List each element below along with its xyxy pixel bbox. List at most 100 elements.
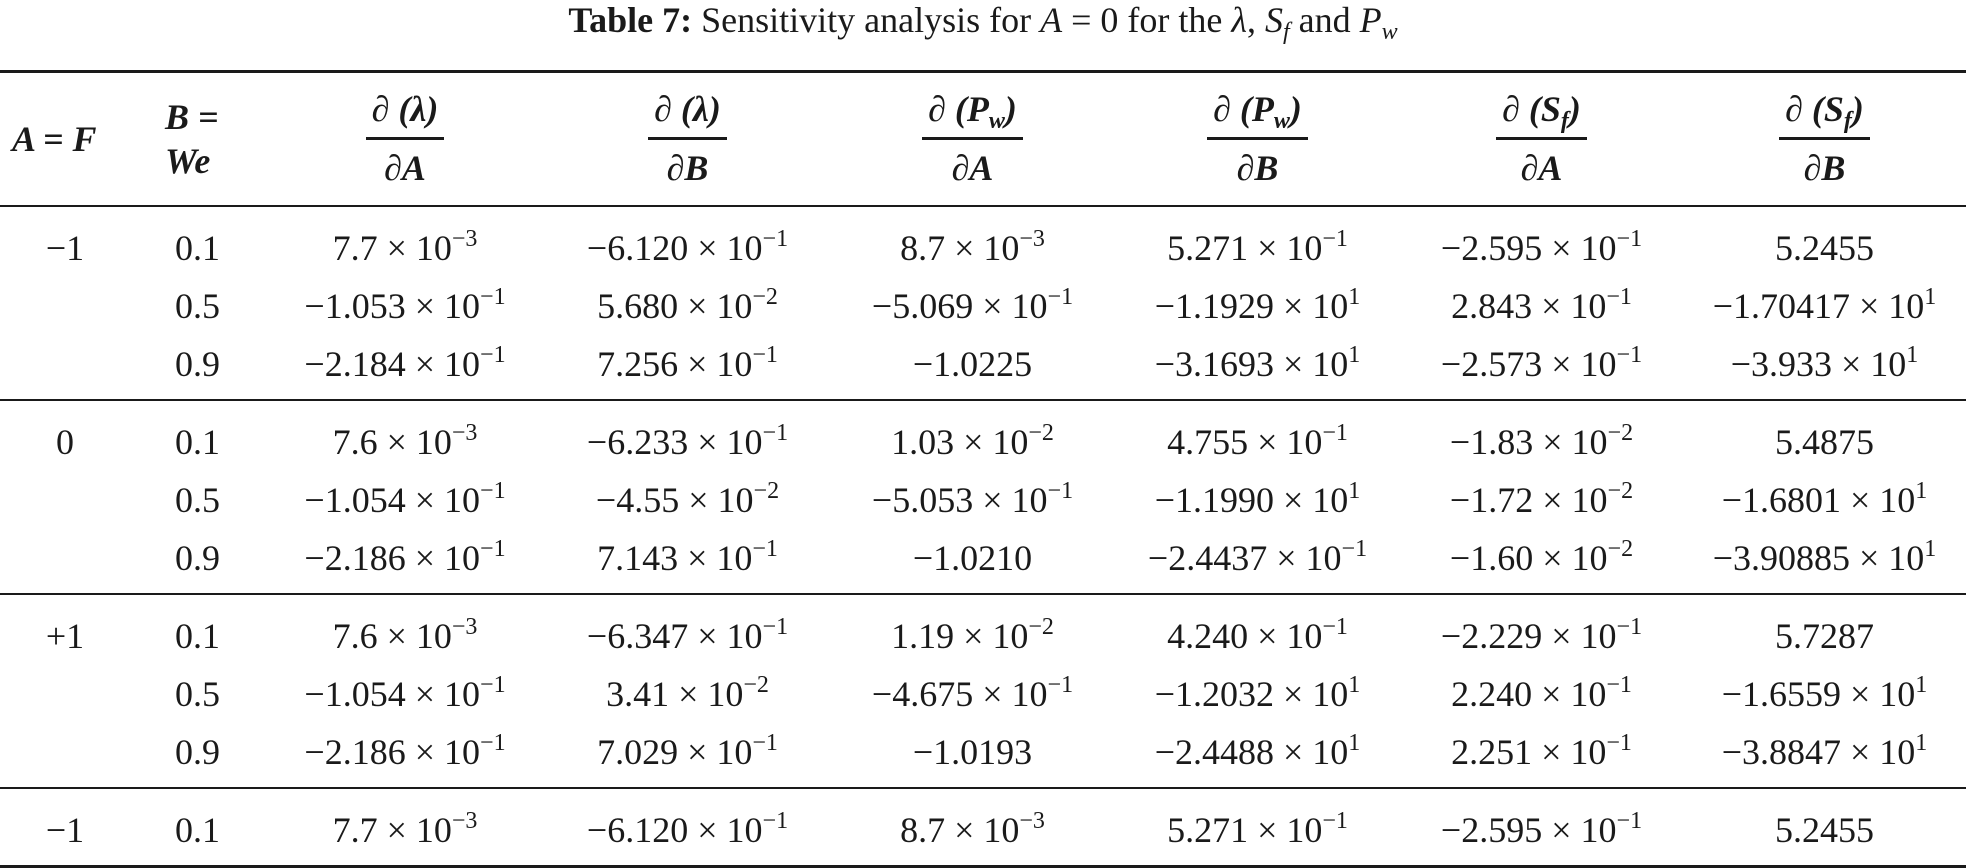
exponent: −1 [762,225,789,252]
derivative-denominator: ∂B [1803,148,1846,189]
b-value-cell: 0.5 [175,479,220,520]
mantissa: −1.6559 × 10 [1721,673,1916,714]
sensitivity-cell: 7.143 × 10−1 [545,528,830,595]
header-derivative: ∂ (Pw) ∂B [1115,70,1400,207]
exponent: −1 [1047,477,1074,504]
mantissa: −6.120 × 10 [586,227,763,268]
table-header: A = F B = We ∂ (λ) ∂A ∂ (λ) ∂B ∂ (Pw) ∂A ∂ … [0,70,1966,207]
mantissa: 5.271 × 10 [1167,227,1323,268]
sensitivity-cell: −2.595 × 10−1 [1400,206,1683,277]
mantissa: −1.0225 [912,343,1033,384]
mantissa: 2.240 × 10 [1451,673,1607,714]
derivative-fraction: ∂ (Sf) ∂B [1779,87,1870,190]
mantissa: −6.347 × 10 [586,615,763,656]
exponent: −2 [1607,419,1634,446]
mantissa: −3.8847 × 10 [1721,731,1916,772]
derivative-numerator: ∂ (λ) [648,87,727,141]
exponent: −1 [762,807,789,834]
sensitivity-cell: 7.6 × 10−3 [265,400,545,471]
mantissa: −4.675 × 10 [871,673,1048,714]
sensitivity-cell: 5.680 × 10−2 [545,277,830,335]
derivative-denominator: ∂A [384,148,426,189]
sensitivity-cell: −6.120 × 10−1 [545,787,830,868]
header-row: A = F B = We ∂ (λ) ∂A ∂ (λ) ∂B ∂ (Pw) ∂A ∂ … [0,70,1966,207]
derivative-denominator: ∂B [1236,148,1279,189]
sensitivity-cell: 5.271 × 10−1 [1115,206,1400,277]
table-row: −1 0.1 7.7 × 10−3 −6.120 × 10−1 8.7 × 10−3 5.… [0,787,1966,868]
sensitivity-cell: −2.184 × 10−1 [265,334,545,401]
numerator-suffix: ) [1851,89,1864,130]
mantissa: −1.60 × 10 [1449,537,1608,578]
exponent: −1 [762,419,789,446]
mantissa: −1.0193 [912,731,1033,772]
caption-label: Table 7: [568,0,693,40]
exponent: −1 [480,283,506,310]
sensitivity-cell: −4.55 × 10−2 [545,471,830,529]
header-derivative: ∂ (λ) ∂A [265,70,545,207]
exponent: −3 [1019,807,1045,834]
sensitivity-cell: 5.4875 [1683,400,1966,471]
numerator-subscript: w [988,108,1005,135]
mantissa: −2.4488 × 10 [1154,731,1349,772]
exponent: −2 [753,477,780,504]
mantissa: 5.7287 [1775,615,1874,656]
a-value-cell [0,277,130,335]
a-value-cell: −1 [0,787,130,868]
mantissa: 7.7 × 10 [332,227,452,268]
exponent: −3 [451,225,478,252]
exponent: −1 [480,535,506,562]
mantissa: −1.72 × 10 [1449,479,1608,520]
header-derivative: ∂ (Pw) ∂A [830,70,1115,207]
exponent: −2 [752,283,778,310]
b-value-cell: 0.1 [175,227,220,268]
mantissa: 2.251 × 10 [1451,731,1607,772]
exponent: 1 [1348,477,1361,504]
sensitivity-cell: 7.6 × 10−3 [265,594,545,665]
exponent: −1 [480,729,506,756]
header-derivative: ∂ (Sf) ∂A [1400,70,1683,207]
sensitivity-cell: −2.4488 × 101 [1115,722,1400,789]
header-b-line1: B = [165,96,219,137]
mantissa: −1.054 × 10 [304,479,481,520]
exponent: −2 [743,671,769,698]
numerator-symbol: P [966,89,989,130]
row-group: 0 0.1 7.6 × 10−3 −6.233 × 10−1 1.03 × 10−2 4.… [0,400,1966,595]
exponent: −1 [752,535,778,562]
numerator-prefix: ∂ ( [371,89,411,130]
mantissa: −2.4437 × 10 [1147,537,1342,578]
sensitivity-cell: 3.41 × 10−2 [545,665,830,723]
mantissa: −1.83 × 10 [1449,421,1608,462]
derivative-fraction: ∂ (Sf) ∂A [1496,87,1587,190]
exponent: −1 [1341,535,1368,562]
numerator-symbol: S [1540,89,1561,130]
numerator-suffix: ) [426,89,439,130]
mantissa: −1.6801 × 10 [1721,479,1916,520]
a-value-cell [0,665,130,723]
a-value-cell: 0 [56,421,74,462]
sensitivity-cell: 1.19 × 10−2 [830,594,1115,665]
sensitivity-cell: 4.240 × 10−1 [1115,594,1400,665]
sensitivity-cell: −1.054 × 10−1 [265,471,545,529]
table-row: 0.5 −1.054 × 10−1 −4.55 × 10−2 −5.053 × 10−… [0,471,1966,529]
a-value-cell [0,722,130,789]
numerator-subscript: f [1560,108,1569,135]
exponent: −1 [752,729,778,756]
sensitivity-cell: 5.2455 [1683,206,1966,277]
exponent: −1 [1616,613,1643,640]
numerator-symbol: S [1823,89,1844,130]
exponent: 1 [1348,341,1361,368]
sensitivity-cell: −2.186 × 10−1 [265,722,545,789]
sensitivity-cell: −6.120 × 10−1 [545,206,830,277]
sensitivity-cell: −1.0225 [830,334,1115,401]
derivative-denominator: ∂B [666,148,709,189]
mantissa: 7.6 × 10 [332,615,452,656]
mantissa: −2.186 × 10 [304,731,481,772]
numerator-prefix: ∂ ( [1502,89,1541,130]
mantissa: −5.053 × 10 [871,479,1048,520]
sensitivity-cell: 2.843 × 10−1 [1400,277,1683,335]
sensitivity-cell: 4.755 × 10−1 [1115,400,1400,471]
sensitivity-cell: −3.1693 × 101 [1115,334,1400,401]
mantissa: −6.233 × 10 [586,421,763,462]
derivative-numerator: ∂ (Sf) [1779,87,1870,141]
numerator-prefix: ∂ ( [928,89,967,130]
